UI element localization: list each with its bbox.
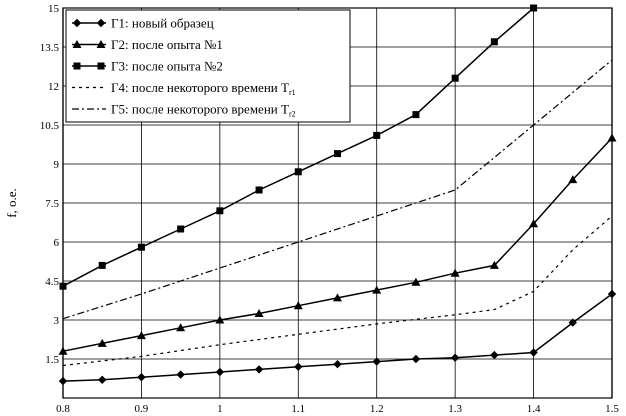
legend-marker-3 (97, 62, 105, 70)
legend-marker-3 (73, 62, 81, 70)
series-4-line (62, 215, 613, 367)
series-3-point (451, 74, 459, 82)
series-2-point (529, 219, 539, 228)
y-tick-label: 13.5 (40, 42, 60, 54)
series-3-point (294, 168, 302, 176)
series-1-point (411, 354, 421, 364)
series-1-point (333, 360, 342, 369)
series-5 (62, 59, 613, 320)
tick-labels: 0.8 0.9 1 1.1 1.2 1.3 1.4 1.5 1.5 3 4.5 6 7.5 9 10.5 12… (40, 3, 620, 415)
legend-box (65, 9, 351, 123)
y-tick-label: 1.5 (45, 354, 59, 366)
series-2-point (254, 309, 264, 317)
x-tick-label: 1.5 (605, 403, 619, 415)
series-4 (62, 215, 613, 367)
series-1-point (98, 375, 107, 384)
x-tick-label: 1.2 (370, 403, 384, 415)
series-2-point (411, 277, 421, 286)
legend-label-main: Г1: новый образец (111, 16, 214, 31)
series-1-point (254, 365, 264, 374)
legend-label-3: Г3: после опыта №2 (111, 59, 223, 74)
series-3-point (216, 207, 224, 215)
series-1-point (568, 318, 577, 327)
legend-marker-1 (72, 18, 82, 28)
y-tick-label: 15 (48, 3, 60, 15)
legend-label-2: Г2: после опыта №1 (111, 37, 223, 52)
legend-label-main: Г3: после опыта №2 (111, 59, 223, 74)
legend-marker-2 (96, 40, 106, 48)
series-3-point (490, 38, 498, 46)
y-tick-label: 10.5 (40, 120, 60, 132)
series-2-point (568, 175, 578, 184)
series-2-point (450, 268, 460, 277)
series-2-point (489, 260, 499, 269)
x-tick-label: 1.4 (527, 403, 541, 415)
series-layer (58, 4, 617, 386)
series-1-point (490, 350, 499, 360)
plot-frame (62, 7, 613, 399)
series-1-point (294, 362, 303, 371)
series-3-point (334, 150, 341, 158)
legend-label-1: Г1: новый образец (111, 16, 214, 31)
series-3-point (255, 186, 263, 194)
series-2-point (136, 331, 146, 340)
series-3-point (412, 111, 420, 119)
x-tick-label: 0.8 (56, 403, 70, 415)
legend-marker-1 (96, 18, 106, 28)
series-1 (58, 289, 617, 386)
series-3-point (98, 261, 106, 269)
y-tick-label: 4.5 (45, 276, 59, 288)
legend-label-5: Г5: после некоторого времени Tr2 (111, 102, 296, 119)
legend-label-main: Г5: после некоторого времени T (111, 102, 289, 117)
series-1-point (176, 370, 185, 379)
series-1-point (529, 348, 538, 357)
series-2-point (333, 293, 342, 302)
series-1-point (450, 353, 460, 362)
series-2-point (293, 301, 303, 310)
series-1-point (137, 373, 146, 382)
legend-label-subscript: r2 (289, 110, 296, 119)
x-tick-label: 1.1 (291, 403, 305, 415)
series-1-point (215, 367, 225, 377)
legend-label-subscript: r1 (289, 88, 296, 97)
series-5-line (62, 59, 613, 320)
x-tick-label: 1 (217, 403, 223, 415)
series-2-point (97, 338, 107, 347)
legend: Г1: новый образец Г2: после опыта №1 Г3: п… (65, 9, 351, 123)
legend-marker-2 (72, 40, 82, 48)
x-tick-label: 0.9 (135, 403, 149, 415)
series-3-point (373, 131, 381, 139)
y-tick-label: 9 (54, 159, 60, 171)
legend-label-main: Г4: после некоторого времени T (111, 80, 289, 95)
x-tick-label: 1.3 (448, 403, 462, 415)
y-tick-label: 3 (54, 315, 60, 327)
y-tick-label: 7.5 (45, 198, 59, 210)
series-1-point (372, 357, 381, 366)
series-3-point (137, 243, 145, 251)
y-tick-label: 12 (48, 81, 59, 93)
legend-label-main: Г2: после опыта №1 (111, 37, 223, 52)
y-axis-label: f, o.e. (4, 188, 19, 218)
series-2-point (176, 323, 186, 332)
legend-label-4: Г4: после некоторого времени Tr1 (111, 80, 296, 97)
series-2-point (215, 315, 225, 324)
series-3-point (177, 225, 185, 233)
y-tick-label: 6 (54, 237, 60, 249)
series-2-point (372, 285, 382, 294)
